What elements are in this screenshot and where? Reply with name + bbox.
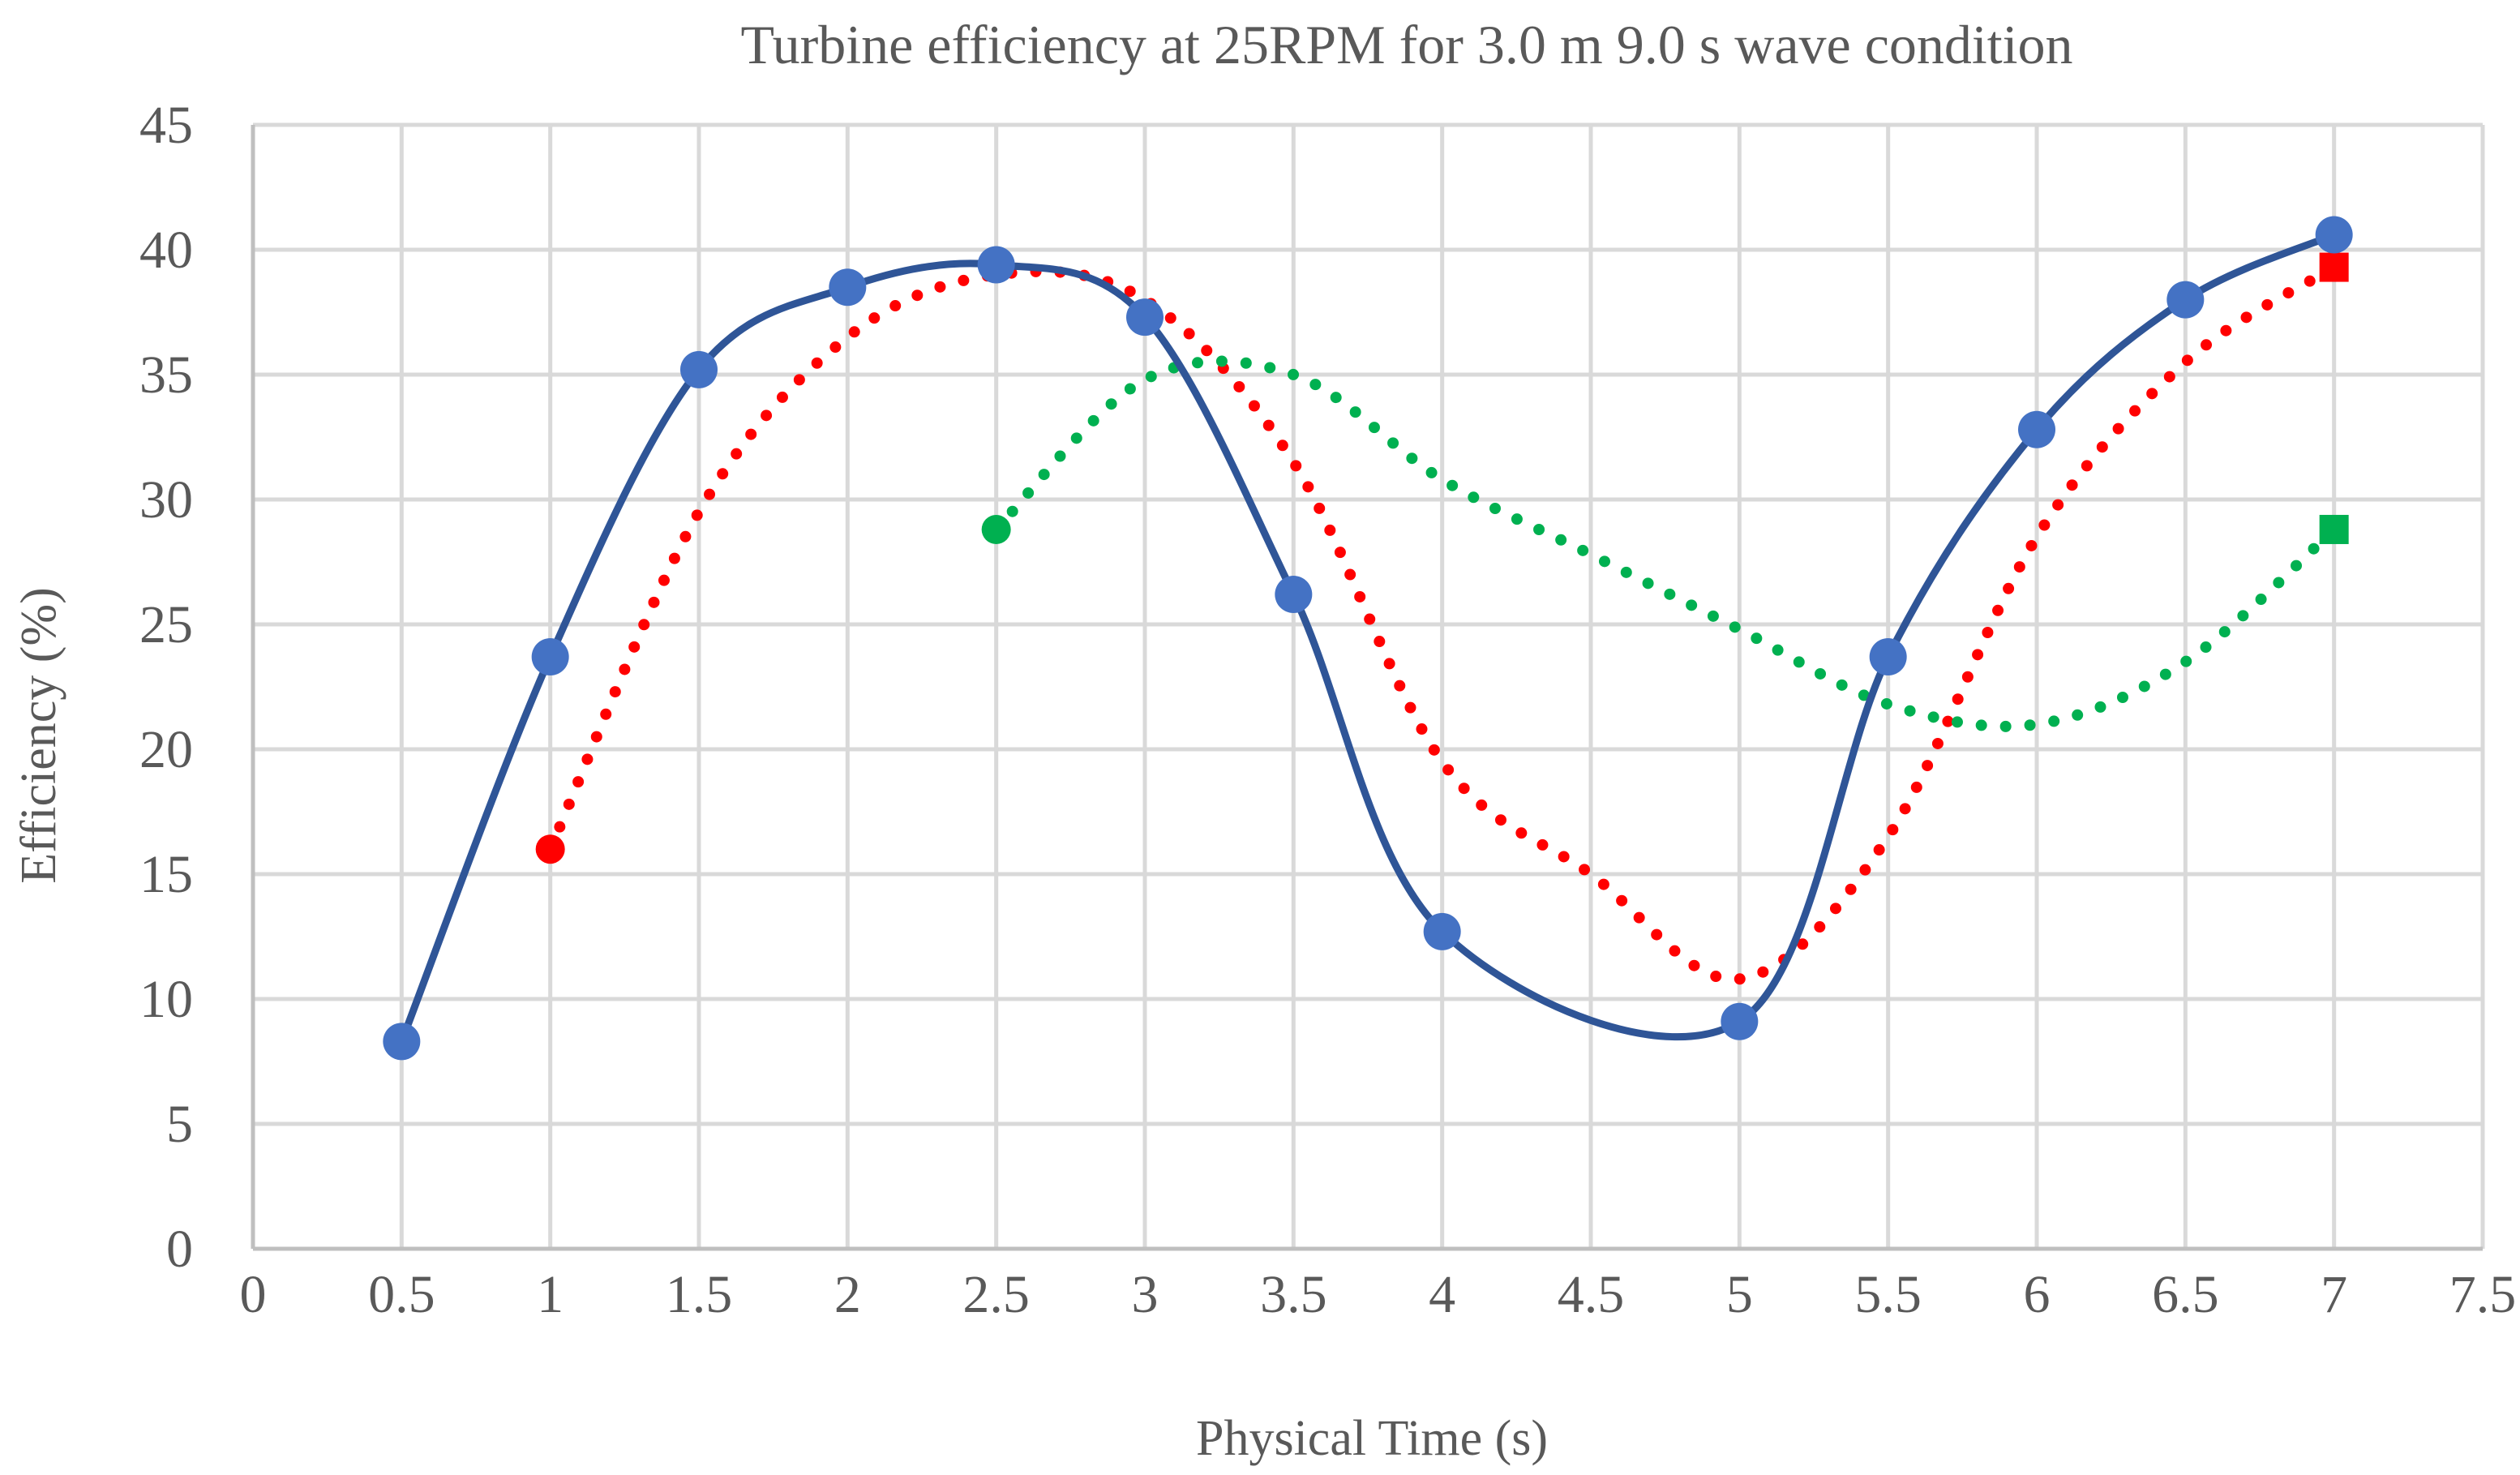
x-tick-label: 1.5 [666, 1265, 733, 1324]
x-tick-label: 0 [240, 1265, 267, 1324]
series-3 [981, 355, 2349, 732]
x-tick-labels: 0 0.5 1 1.5 2 2.5 3 3.5 4 4.5 5 5.5 6 6.5 7 7.5 [240, 1265, 2517, 1324]
y-tick-label: 0 [166, 1220, 193, 1279]
y-tick-label: 10 [139, 970, 193, 1029]
data-point [2018, 410, 2055, 448]
data-point [1869, 638, 1907, 676]
x-tick-label: 3.5 [1260, 1265, 1327, 1324]
series-2 [535, 252, 2349, 985]
y-tick-label: 25 [139, 595, 193, 654]
x-tick-label: 7.5 [2449, 1265, 2517, 1324]
x-tick-label: 0.5 [368, 1265, 435, 1324]
y-tick-label: 35 [139, 345, 193, 405]
y-tick-label: 5 [166, 1095, 193, 1154]
series-2-line [544, 261, 2340, 985]
x-axis-label: Physical Time (s) [1196, 1411, 1548, 1466]
series-1-line [397, 231, 2338, 1045]
x-tick-label: 4 [1429, 1265, 1455, 1324]
data-point [1275, 576, 1313, 614]
y-tick-label: 45 [139, 96, 193, 155]
y-tick-labels: 0 5 10 15 20 25 30 35 40 45 [139, 96, 193, 1279]
data-point [977, 246, 1015, 284]
x-tick-label: 2 [834, 1265, 861, 1324]
x-tick-label: 6.5 [2152, 1265, 2219, 1324]
x-tick-label: 3 [1132, 1265, 1159, 1324]
chart-title: Turbine efficiency at 25RPM for 3.0 m 9.… [740, 14, 2072, 75]
series-1 [383, 216, 2353, 1061]
series-2-end-marker [2319, 252, 2349, 282]
y-tick-label: 30 [139, 470, 193, 530]
y-tick-label: 15 [139, 845, 193, 904]
x-tick-label: 2.5 [962, 1265, 1030, 1324]
data-point [1721, 1002, 1759, 1040]
x-tick-label: 1 [537, 1265, 564, 1324]
data-point [1126, 298, 1164, 337]
x-tick-label: 5 [1726, 1265, 1753, 1324]
data-point [829, 268, 867, 307]
data-point [2166, 281, 2205, 319]
axes [251, 125, 2483, 1251]
series-3-start-marker [981, 514, 1011, 544]
data-point [2315, 216, 2353, 254]
x-tick-label: 6 [2024, 1265, 2051, 1324]
y-tick-label: 40 [139, 221, 193, 280]
data-point [680, 350, 718, 388]
y-axis-label: Efficiency (%) [11, 587, 66, 884]
x-tick-label: 4.5 [1558, 1265, 1625, 1324]
series-3-line [990, 355, 2340, 732]
series-2-start-marker [535, 834, 565, 864]
data-point [531, 638, 569, 676]
series-layer [383, 216, 2353, 1061]
series-3-end-marker [2319, 514, 2349, 544]
data-point [383, 1023, 421, 1061]
x-tick-label: 5.5 [1854, 1265, 1922, 1324]
y-tick-label: 20 [139, 720, 193, 779]
x-tick-label: 7 [2321, 1265, 2347, 1324]
data-point [1423, 912, 1461, 950]
